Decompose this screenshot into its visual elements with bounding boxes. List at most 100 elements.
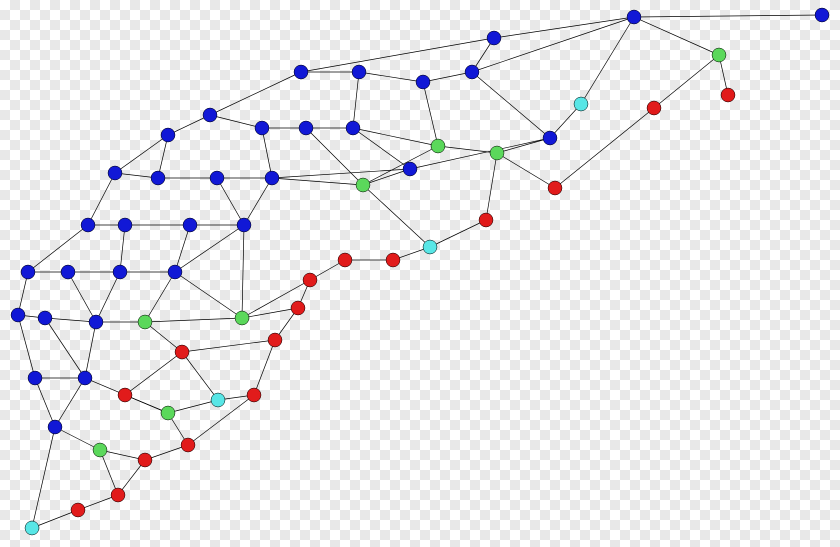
graph-edge	[35, 378, 55, 427]
graph-node	[487, 31, 501, 45]
graph-edge	[45, 318, 96, 322]
graph-edge	[217, 178, 244, 225]
graph-edge	[494, 17, 634, 38]
graph-node	[431, 139, 445, 153]
graph-edge	[555, 108, 654, 188]
graph-node	[25, 521, 39, 535]
graph-edge	[272, 169, 410, 178]
graph-node	[627, 10, 641, 24]
graph-edge	[254, 340, 275, 395]
graph-edge	[182, 340, 275, 352]
graph-node	[175, 345, 189, 359]
graph-node	[138, 453, 152, 467]
graph-edge	[85, 322, 96, 378]
graph-edge	[182, 352, 218, 400]
graph-node	[815, 8, 829, 22]
graph-edge	[145, 318, 242, 322]
graph-node	[203, 108, 217, 122]
graph-edge	[423, 72, 472, 82]
graph-node	[21, 265, 35, 279]
graph-edge	[430, 220, 486, 247]
graph-edge	[210, 115, 262, 128]
graph-edge	[410, 138, 550, 169]
graph-edge	[272, 178, 363, 185]
graph-node	[479, 213, 493, 227]
graph-edge	[32, 510, 78, 528]
graph-edge	[262, 128, 272, 178]
network-graph	[0, 0, 840, 547]
graph-node	[299, 121, 313, 135]
graph-edge	[306, 128, 363, 185]
graph-node	[294, 65, 308, 79]
graph-node	[81, 218, 95, 232]
graph-node	[386, 253, 400, 267]
graph-node	[303, 273, 317, 287]
graph-edge	[55, 427, 100, 450]
nodes-layer	[11, 8, 829, 535]
graph-node	[247, 388, 261, 402]
graph-node	[237, 218, 251, 232]
graph-node	[543, 131, 557, 145]
graph-node	[181, 438, 195, 452]
graph-node	[423, 240, 437, 254]
graph-node	[490, 146, 504, 160]
graph-edge	[301, 38, 494, 72]
graph-edge	[359, 72, 423, 82]
graph-node	[161, 128, 175, 142]
graph-node	[338, 253, 352, 267]
graph-edge	[18, 315, 35, 378]
graph-edge	[353, 72, 359, 128]
graph-node	[265, 171, 279, 185]
graph-edge	[210, 72, 301, 115]
graph-edge	[363, 185, 430, 247]
graph-edge	[55, 378, 85, 427]
graph-node	[78, 371, 92, 385]
diagram-canvas: { "diagram": { "type": "network", "backg…	[0, 0, 840, 547]
graph-edge	[244, 178, 272, 225]
graph-edge	[28, 225, 88, 272]
graph-edge	[634, 15, 822, 17]
graph-node	[113, 265, 127, 279]
graph-node	[721, 88, 735, 102]
graph-node	[465, 65, 479, 79]
graph-node	[548, 181, 562, 195]
graph-node	[38, 311, 52, 325]
graph-node	[346, 121, 360, 135]
graph-edge	[175, 225, 190, 272]
graph-edge	[32, 427, 55, 528]
graph-node	[356, 178, 370, 192]
graph-edge	[472, 72, 550, 138]
graph-edge	[634, 17, 719, 55]
graph-edge	[168, 400, 218, 413]
graph-edge	[581, 17, 634, 104]
graph-node	[352, 65, 366, 79]
graph-node	[151, 171, 165, 185]
graph-node	[647, 101, 661, 115]
graph-node	[403, 162, 417, 176]
graph-node	[211, 393, 225, 407]
graph-node	[48, 420, 62, 434]
graph-node	[183, 218, 197, 232]
edges-layer	[18, 15, 822, 528]
graph-node	[89, 315, 103, 329]
graph-edge	[175, 272, 242, 318]
graph-edge	[242, 225, 244, 318]
graph-edge	[175, 225, 244, 272]
graph-edge	[486, 153, 497, 220]
graph-edge	[145, 272, 175, 322]
graph-node	[291, 301, 305, 315]
graph-edge	[96, 272, 120, 322]
graph-edge	[423, 82, 438, 146]
graph-edge	[497, 138, 550, 153]
graph-node	[71, 503, 85, 517]
graph-node	[210, 171, 224, 185]
graph-node	[118, 218, 132, 232]
graph-node	[118, 388, 132, 402]
graph-node	[268, 333, 282, 347]
graph-node	[168, 265, 182, 279]
graph-edge	[100, 450, 118, 495]
graph-edge	[88, 173, 115, 225]
graph-edge	[497, 153, 555, 188]
graph-node	[255, 121, 269, 135]
graph-node	[138, 315, 152, 329]
